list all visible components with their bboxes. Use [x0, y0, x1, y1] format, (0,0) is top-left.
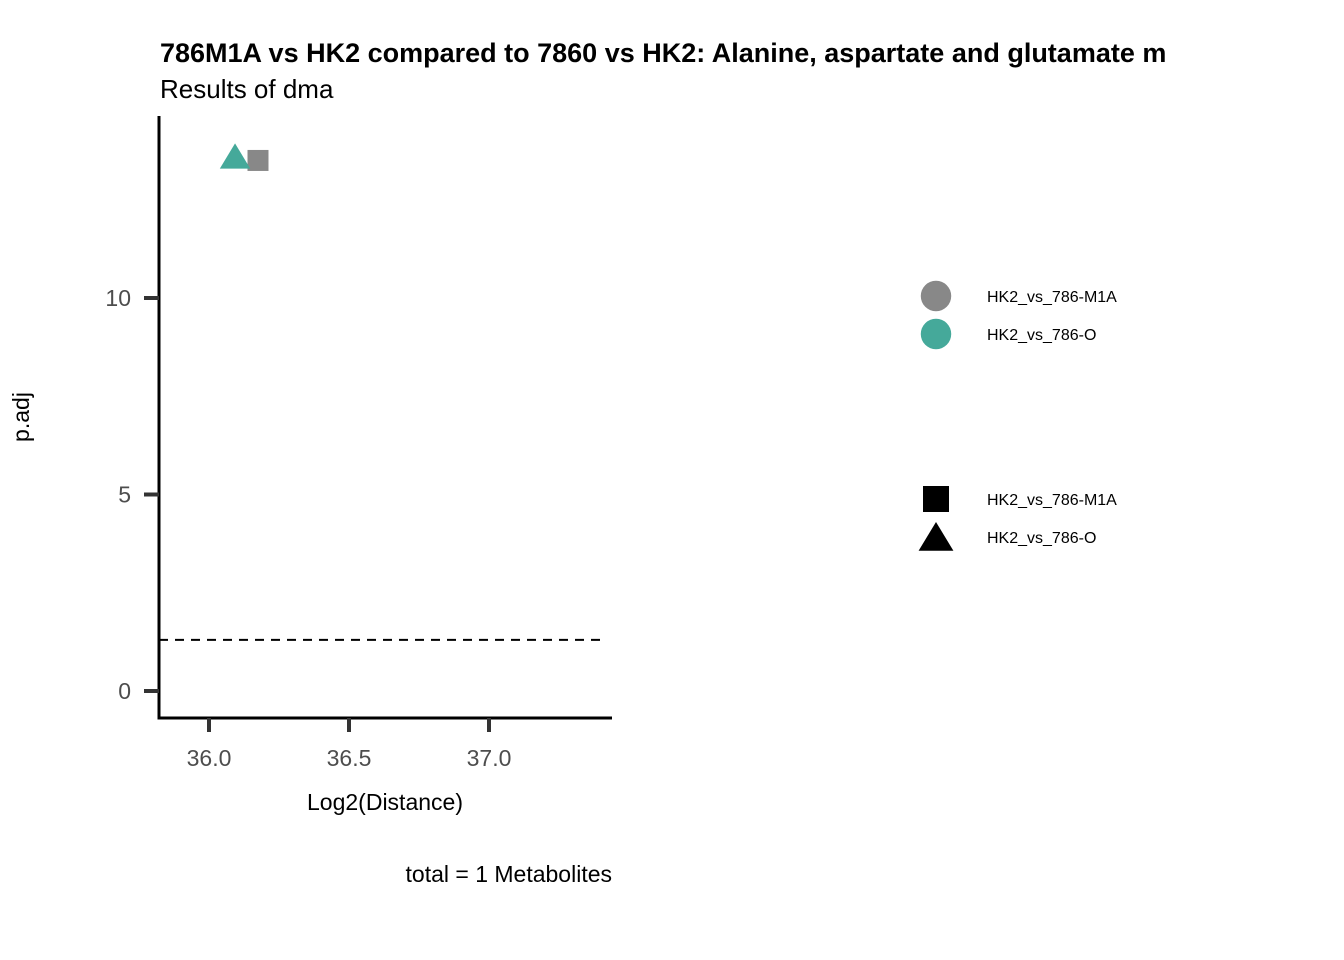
- legend-shape-key-square: [923, 486, 949, 512]
- legend-shape-label: HK2_vs_786-M1A: [987, 492, 1117, 509]
- chart-title: 786M1A vs HK2 compared to 7860 vs HK2: A…: [160, 38, 1166, 68]
- legend-color-label: HK2_vs_786-M1A: [987, 289, 1117, 306]
- legend-color-key: [920, 280, 952, 312]
- y-tick-label: 10: [105, 285, 131, 311]
- data-point-triangle: [219, 143, 251, 169]
- legend-color-key: [920, 318, 952, 350]
- data-point-square: [247, 149, 269, 171]
- y-tick-label: 5: [118, 482, 131, 508]
- y-tick-label: 0: [118, 678, 131, 704]
- y-axis-label: p.adj: [8, 392, 34, 442]
- chart-caption: total = 1 Metabolites: [406, 861, 612, 887]
- x-axis-label: Log2(Distance): [307, 789, 463, 815]
- legend: HK2_vs_786-M1A HK2_vs_786-O HK2_vs_786-M1A…: [918, 280, 1117, 551]
- x-tick-label: 36.0: [187, 745, 232, 771]
- chart-subtitle: Results of dma: [160, 74, 334, 104]
- legend-shape-key-triangle: [918, 522, 954, 551]
- legend-shape-label: HK2_vs_786-O: [987, 530, 1096, 547]
- x-tick-label: 37.0: [467, 745, 512, 771]
- legend-color-label: HK2_vs_786-O: [987, 327, 1096, 344]
- x-tick-label: 36.5: [327, 745, 372, 771]
